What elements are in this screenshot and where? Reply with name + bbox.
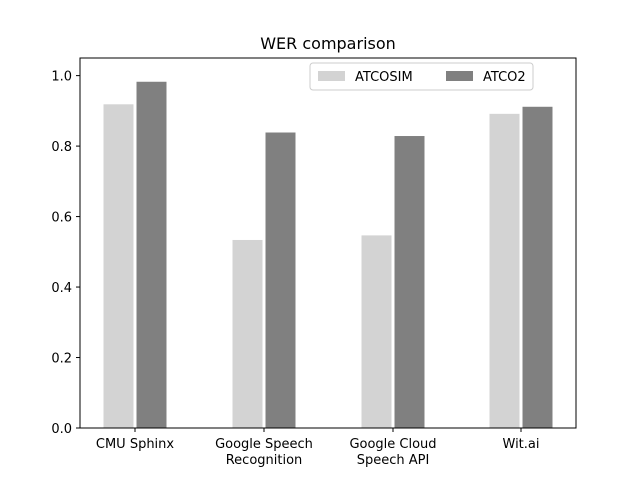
y-tick-label: 0.0 xyxy=(51,422,72,437)
bar-atcosim-1 xyxy=(231,238,264,429)
bar-atco2-2 xyxy=(393,135,426,429)
bar-atco2-3 xyxy=(521,105,554,429)
bars-group xyxy=(102,80,554,429)
y-tick-label: 0.6 xyxy=(51,211,72,226)
legend-frame xyxy=(309,62,534,91)
bar-atcosim-2 xyxy=(360,234,393,429)
bar-atco2-1 xyxy=(264,131,297,429)
y-tick-label: 1.0 xyxy=(51,70,72,85)
x-tick-label: Wit.ai xyxy=(503,437,540,452)
plot-frame xyxy=(79,57,577,429)
bar-atcosim-0 xyxy=(102,103,135,429)
x-tick-label: Speech API xyxy=(357,453,430,468)
y-tick-label: 0.2 xyxy=(51,352,72,367)
y-tick-label: 0.4 xyxy=(51,281,72,296)
legend-swatch-atcosim xyxy=(318,71,345,81)
x-tick-label: Google Cloud xyxy=(349,437,436,452)
bar-atco2-0 xyxy=(135,80,168,429)
bar-atcosim-3 xyxy=(488,112,521,429)
legend-label-atco2: ATCO2 xyxy=(483,70,526,85)
x-tick-label: Recognition xyxy=(226,453,303,468)
y-tick-label: 0.8 xyxy=(51,140,72,155)
legend: ATCOSIM ATCO2 xyxy=(309,62,534,91)
legend-label-atcosim: ATCOSIM xyxy=(355,70,413,85)
legend-swatch-atco2 xyxy=(446,71,473,81)
y-axis: 0.0 0.2 0.4 0.6 0.8 1.0 xyxy=(51,70,80,437)
x-tick-label: CMU Sphinx xyxy=(96,437,175,452)
chart-title: WER comparison xyxy=(260,34,396,53)
x-tick-label: Google Speech xyxy=(215,437,313,452)
